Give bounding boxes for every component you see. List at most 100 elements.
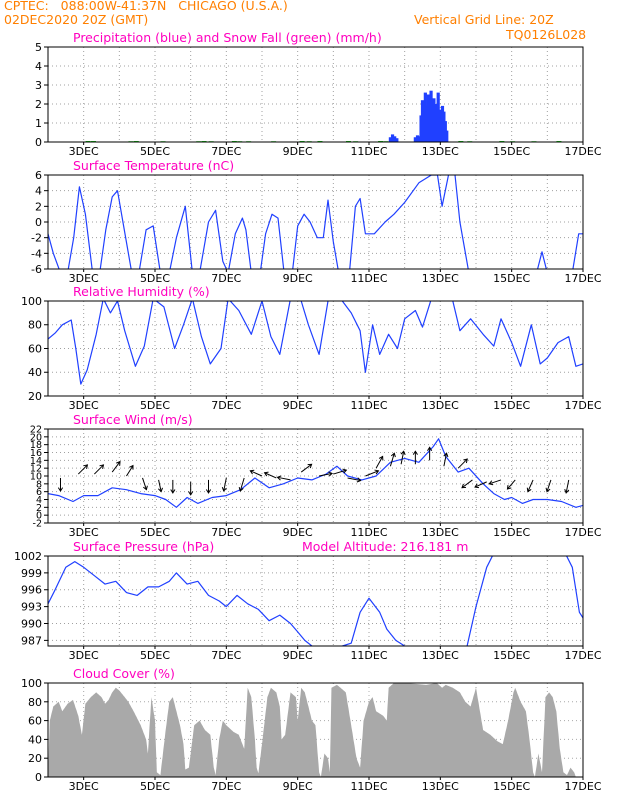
wind-arrow: [457, 458, 468, 469]
precip-bar: [393, 136, 397, 142]
y-tick-label: 60: [28, 342, 42, 355]
y-tick-label: 5: [35, 41, 42, 54]
y-tick-label: 2: [35, 200, 42, 213]
y-tick-label: -2: [31, 232, 42, 245]
wind-arrow: [546, 479, 552, 492]
y-tick-label: 3: [35, 79, 42, 92]
header-run-date: 02DEC2020 20Z (GMT): [4, 12, 149, 27]
wind-arrow-head: [374, 469, 380, 475]
wind-arrow: [77, 464, 88, 475]
y-tick-label: 996: [21, 584, 42, 597]
x-tick-label: 17DEC: [564, 145, 601, 158]
wind-arrow-head: [356, 477, 362, 483]
x-tick-label: 7DEC: [211, 526, 241, 539]
y-tick-label: 2: [35, 98, 42, 111]
wind-arrow-head: [238, 486, 244, 492]
y-tick-label: 999: [21, 567, 42, 580]
precip-bar: [388, 137, 392, 142]
wind-arrow-head: [342, 468, 348, 474]
x-tick-label: 5DEC: [140, 272, 170, 285]
wind-arrow-head: [188, 491, 194, 496]
y-tick-label: 987: [21, 634, 42, 647]
wind-arrow-head: [400, 450, 406, 456]
x-tick-label: 9DEC: [283, 272, 313, 285]
plot-area: [85, 90, 562, 142]
wind-arrow-head: [443, 452, 449, 458]
wind-arrow-head: [526, 487, 532, 493]
x-tick-label: 15DEC: [493, 399, 530, 412]
x-tick-label: 5DEC: [140, 649, 170, 662]
wind-arrow-head: [506, 484, 512, 490]
x-tick-label: 5DEC: [140, 526, 170, 539]
y-tick-label: 100: [21, 677, 42, 690]
x-tick-label: 13DEC: [422, 272, 459, 285]
wind-arrow: [300, 463, 312, 473]
panel-humidity: Relative Humidity (%) 20 40 60 80 100 3DEC 5DEC…: [21, 284, 602, 412]
y-tick-label: 80: [28, 319, 42, 332]
y-tick-label: 990: [21, 617, 42, 630]
y-tick-label: 0: [36, 511, 42, 522]
wind-arrow-head: [378, 455, 384, 461]
chart-annotation: Model Altitude: 216.181 m: [302, 539, 468, 554]
y-tick-label: 1002: [14, 550, 42, 563]
x-tick-label: 15DEC: [493, 526, 530, 539]
x-tick-label: 17DEC: [564, 272, 601, 285]
y-tick-label: 993: [21, 601, 42, 614]
y-tick-label: 100: [21, 295, 42, 308]
wind-arrow: [158, 479, 162, 492]
x-tick-label: 7DEC: [211, 145, 241, 158]
y-tick-label: 12: [30, 464, 42, 475]
y-tick-label: -2: [33, 518, 42, 529]
x-tick-label: 7DEC: [211, 399, 241, 412]
chart-title: Precipitation (blue) and Snow Fall (gree…: [73, 30, 382, 45]
chart-title: Surface Wind (m/s): [73, 412, 193, 427]
wind-arrow: [461, 479, 473, 489]
wind-arrow-head: [328, 471, 333, 477]
wind-line: [48, 438, 583, 508]
wind-arrow-head: [170, 489, 176, 494]
x-tick-label: 5DEC: [140, 399, 170, 412]
x-tick-label: 11DEC: [350, 649, 387, 662]
y-tick-label: 4: [35, 185, 42, 198]
wind-arrow-head: [461, 483, 467, 489]
wind-arrow-head: [307, 463, 313, 469]
y-tick-label: 0: [35, 136, 42, 149]
wind-arrow: [400, 451, 405, 465]
x-tick-label: 3DEC: [69, 272, 99, 285]
x-tick-label: 15DEC: [493, 780, 530, 793]
plot-area: [48, 438, 583, 508]
panel-frame: [47, 555, 584, 647]
wind-arrow-head: [564, 489, 570, 494]
y-tick-label: 20: [30, 432, 42, 443]
y-tick-label: 18: [30, 440, 42, 451]
x-tick-label: 5DEC: [140, 780, 170, 793]
wind-arrow-head: [221, 487, 227, 492]
x-tick-label: 15DEC: [493, 649, 530, 662]
wind-arrow-head: [157, 487, 163, 493]
y-tick-label: -4: [31, 247, 42, 260]
wind-arrow-head: [83, 464, 89, 469]
panel-frame: [47, 428, 584, 524]
panel-frame: [47, 46, 584, 143]
header-grid-note: Vertical Grid Line: 20Z: [414, 12, 554, 27]
chart-title: Surface Pressure (hPa): [73, 539, 214, 554]
chart-title: Cloud Cover (%): [73, 666, 175, 681]
wind-arrow: [142, 477, 147, 490]
x-tick-label: 11DEC: [350, 526, 387, 539]
wind-arrow-head: [427, 446, 433, 451]
wind-arrow-head: [545, 487, 551, 493]
wind-arrow: [527, 479, 534, 492]
plot-area: [48, 175, 583, 269]
x-tick-label: 13DEC: [422, 649, 459, 662]
x-tick-label: 13DEC: [422, 526, 459, 539]
x-tick-label: 15DEC: [493, 145, 530, 158]
x-tick-label: 11DEC: [350, 145, 387, 158]
chart-title: Relative Humidity (%): [73, 284, 210, 299]
plot-area: [48, 683, 583, 777]
y-tick-label: 22: [30, 424, 42, 435]
wind-arrow: [507, 479, 516, 490]
x-tick-label: 9DEC: [283, 649, 313, 662]
wind-arrow: [264, 472, 277, 479]
y-tick-label: 4: [35, 60, 42, 73]
